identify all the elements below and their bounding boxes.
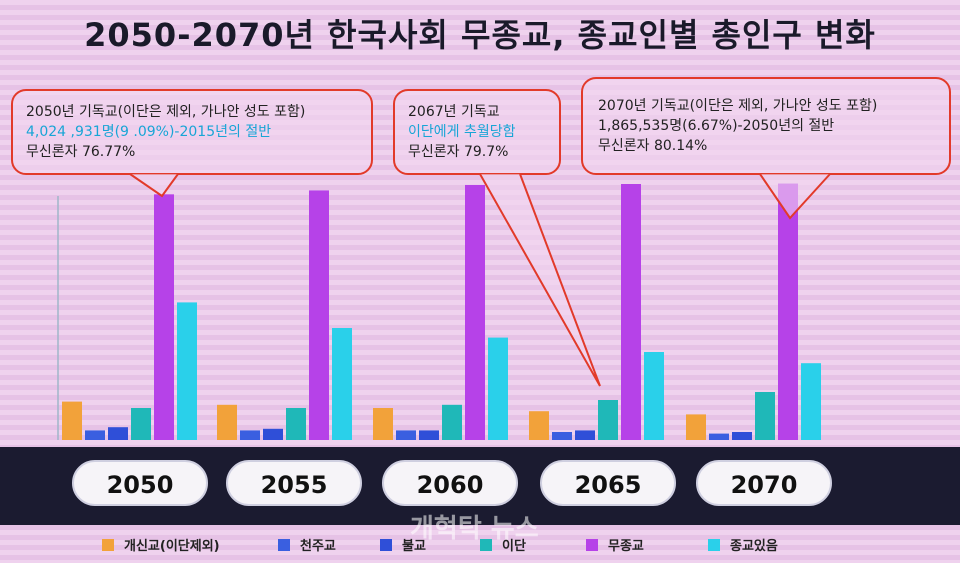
bar-buddhist-2065 — [575, 430, 595, 440]
bar-protestant-2055 — [217, 404, 237, 440]
legend-swatch-catholic — [278, 538, 290, 551]
bar-catholic-2055 — [240, 430, 260, 440]
bar-religious-2065 — [644, 352, 664, 440]
callout-2070: 2070년 기독교(이단은 제외, 가나안 성도 포함) 1,865,535명(… — [586, 86, 950, 166]
legend-item-no-religion: 무종교 — [586, 535, 644, 554]
legend-swatch-protestant — [102, 538, 114, 551]
legend-swatch-buddhist — [380, 538, 392, 551]
bar-catholic-2060 — [396, 430, 416, 440]
callout-2050: 2050년 기독교(이단은 제외, 가나안 성도 포함) 4,024 ,931명… — [14, 92, 370, 172]
legend-label-no-religion: 무종교 — [608, 539, 644, 554]
bar-heresy-2065 — [598, 400, 618, 440]
bar-heresy-2060 — [442, 404, 462, 440]
callout-2065-bubble — [393, 89, 601, 387]
bar-protestant-2050 — [62, 401, 82, 440]
bar-no-religion-2055 — [309, 190, 329, 440]
legend-label-catholic: 천주교 — [300, 539, 336, 554]
bar-buddhist-2070 — [732, 432, 752, 440]
year-label-2070: 2070 — [696, 460, 832, 506]
watermark: 개혁탁 뉴스 — [410, 514, 539, 544]
bar-no-religion-2070 — [778, 183, 798, 440]
callout-2065-line-1: 2067년 기독교 — [408, 104, 500, 120]
bar-catholic-2065 — [552, 432, 572, 440]
year-label-2050: 2050 — [72, 460, 208, 506]
year-label-2065: 2065 — [540, 460, 676, 506]
callout-2065-line-3: 무신론자 79.7% — [408, 144, 509, 160]
callout-2050-line-1: 2050년 기독교(이단은 제외, 가나안 성도 포함) — [26, 104, 306, 120]
callout-2070-bubble — [581, 77, 951, 220]
callout-2070-line-2: 1,865,535명(6.67%)-2050년의 절반 — [598, 118, 835, 134]
legend-label-buddhist: 불교 — [402, 539, 426, 554]
bar-no-religion-2060 — [465, 184, 485, 440]
bar-plot — [11, 77, 951, 440]
bar-no-religion-2065 — [621, 184, 641, 440]
legend-item-heresy: 이단 — [480, 535, 526, 554]
bar-heresy-2050 — [131, 408, 151, 440]
callout-2050-bubble — [11, 89, 373, 198]
bar-heresy-2055 — [286, 408, 306, 440]
legend-label-heresy: 이단 — [502, 539, 526, 554]
bar-religious-2055 — [332, 328, 352, 440]
legend-label-protestant: 개신교(이단제외) — [124, 539, 220, 554]
callout-2065: 2067년 기독교 이단에게 추월당함 무신론자 79.7% — [396, 92, 556, 172]
year-label-2060: 2060 — [382, 460, 518, 506]
bar-no-religion-2050 — [154, 194, 174, 440]
year-label-2055: 2055 — [226, 460, 362, 506]
bar-buddhist-2050 — [108, 427, 128, 440]
callout-2065-line-2: 이단에게 추월당함 — [408, 124, 516, 140]
bar-protestant-2065 — [529, 411, 549, 440]
callout-2070-line-3: 무신론자 80.14% — [598, 138, 708, 154]
bar-religious-2060 — [488, 337, 508, 440]
legend-label-religious: 종교있음 — [730, 539, 778, 554]
legend-swatch-no-religion — [586, 538, 598, 551]
legend-swatch-religious — [708, 538, 720, 551]
chart-title: 2050-2070년 한국사회 무종교, 종교인별 총인구 변화 — [84, 16, 876, 54]
bar-religious-2050 — [177, 302, 197, 440]
bar-catholic-2070 — [709, 433, 729, 440]
callout-2050-line-3: 무신론자 76.77% — [26, 144, 136, 160]
legend-swatch-heresy — [480, 538, 492, 551]
bar-protestant-2060 — [373, 408, 393, 440]
bar-heresy-2070 — [755, 392, 775, 440]
legend-item-buddhist: 불교 — [380, 535, 426, 554]
bar-buddhist-2055 — [263, 428, 283, 440]
legend-item-protestant: 개신교(이단제외) — [102, 535, 220, 554]
callout-2050-line-2: 4,024 ,931명(9 .09%)-2015년의 절반 — [26, 124, 272, 140]
legend-item-religious: 종교있음 — [708, 535, 778, 554]
legend-item-catholic: 천주교 — [278, 535, 336, 554]
callout-2070-line-1: 2070년 기독교(이단은 제외, 가나안 성도 포함) — [598, 98, 878, 114]
bar-buddhist-2060 — [419, 430, 439, 440]
bar-catholic-2050 — [85, 430, 105, 440]
bar-protestant-2070 — [686, 414, 706, 440]
bar-religious-2070 — [801, 363, 821, 440]
legend: 개신교(이단제외) 천주교 불교 이단 무종교 종교있음 — [0, 531, 960, 559]
